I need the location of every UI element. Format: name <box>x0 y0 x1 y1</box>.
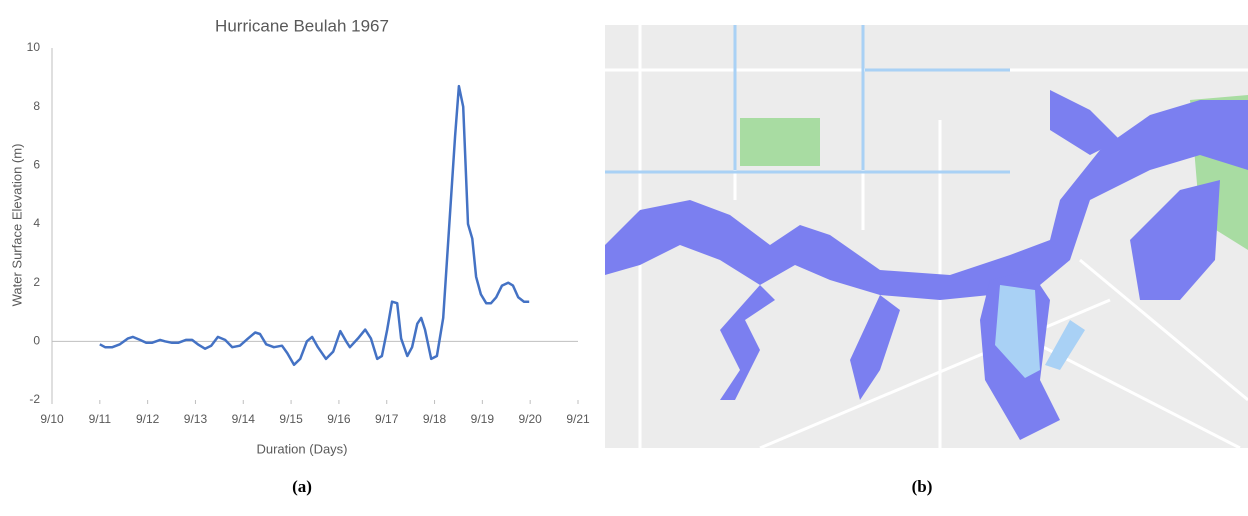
y-tick-label: 0 <box>33 334 40 348</box>
x-tick-label: 9/17 <box>375 412 399 426</box>
y-tick-label: 6 <box>33 158 40 172</box>
x-tick-label: 9/12 <box>136 412 160 426</box>
y-tick-label: -2 <box>29 392 40 406</box>
x-tick-label: 9/20 <box>519 412 543 426</box>
x-tick-label: 9/15 <box>279 412 303 426</box>
x-tick-label: 9/13 <box>184 412 208 426</box>
x-axis-label: Duration (Days) <box>256 441 347 456</box>
flood-area <box>605 100 1248 300</box>
map-pond <box>995 285 1085 378</box>
caption: (a) <box>292 477 312 496</box>
x-tick-label: 9/18 <box>423 412 447 426</box>
y-tick-label: 8 <box>33 99 40 113</box>
chart-title: Hurricane Beulah 1967 <box>215 16 389 35</box>
y-tick-label: 10 <box>27 40 41 54</box>
x-tick-label: 9/21 <box>566 412 590 426</box>
x-tick-label: 9/11 <box>89 412 112 426</box>
x-tick-label: 9/14 <box>232 412 256 426</box>
x-tick-label: 9/19 <box>471 412 495 426</box>
map-park <box>740 118 820 166</box>
map-canals <box>605 25 1010 174</box>
caption: (b) <box>912 477 933 496</box>
y-axis-label: Water Surface Elevation (m) <box>9 144 24 307</box>
x-tick-label: 9/10 <box>40 412 64 426</box>
y-tick-label: 4 <box>33 216 40 230</box>
x-tick-label: 9/16 <box>327 412 351 426</box>
y-tick-label: 2 <box>33 275 40 289</box>
map <box>605 25 1248 450</box>
line-series <box>99 84 530 367</box>
